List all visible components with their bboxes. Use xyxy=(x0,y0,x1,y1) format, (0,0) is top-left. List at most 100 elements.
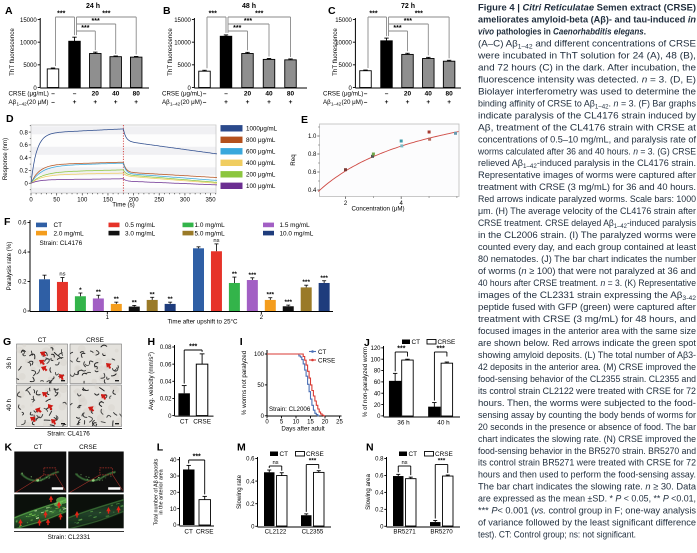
svg-text:food-sensing behavior in the B: food-sensing behavior in the BR5270 stra… xyxy=(478,446,696,456)
svg-text:Strain: CL2331: Strain: CL2331 xyxy=(48,534,91,541)
svg-text:worms calculated after 36 and: worms calculated after 36 and 40 hours. … xyxy=(477,146,696,156)
svg-text:CRSE: CRSE xyxy=(438,339,456,346)
svg-text:0.8: 0.8 xyxy=(308,152,317,158)
svg-text:***: *** xyxy=(438,458,446,465)
svg-text:***: *** xyxy=(193,454,201,461)
svg-text:80: 80 xyxy=(133,91,141,98)
svg-text:indicate paralysis of the CL41: indicate paralysis of the CL4176 strain … xyxy=(478,110,696,120)
svg-text:0: 0 xyxy=(377,414,381,420)
svg-text:concentrations of 0.5–10 mg/mL: concentrations of 0.5–10 mg/mL, and para… xyxy=(478,134,696,144)
svg-text:0: 0 xyxy=(23,309,27,315)
svg-text:CT: CT xyxy=(412,339,421,346)
svg-text:A: A xyxy=(5,5,13,17)
svg-text:5: 5 xyxy=(280,420,284,426)
svg-text:15000: 15000 xyxy=(335,18,352,24)
svg-text:E: E xyxy=(301,114,308,126)
svg-text:5000: 5000 xyxy=(23,63,37,69)
svg-text:hours. Then, the worms were su: hours. Then, the worms were subjected to… xyxy=(478,398,696,408)
svg-text:CT: CT xyxy=(54,222,63,229)
svg-text:1.5 mg/mL: 1.5 mg/mL xyxy=(280,222,311,229)
svg-text:***: *** xyxy=(369,11,377,18)
svg-text:200: 200 xyxy=(129,198,140,204)
svg-text:10: 10 xyxy=(170,507,177,513)
svg-text:150: 150 xyxy=(103,198,114,204)
svg-text:counted every day, and each gr: counted every day, and each group contai… xyxy=(478,242,696,252)
svg-text:Req: Req xyxy=(290,154,297,166)
svg-text:+: + xyxy=(385,99,389,106)
svg-text:0.4: 0.4 xyxy=(18,250,27,256)
svg-text:60: 60 xyxy=(374,380,381,386)
svg-text:0.06: 0.06 xyxy=(160,362,172,368)
svg-text:–: – xyxy=(203,91,207,98)
svg-text:N: N xyxy=(366,442,374,454)
svg-text:2: 2 xyxy=(344,201,348,207)
svg-text:0.08: 0.08 xyxy=(160,345,172,351)
svg-text:CT: CT xyxy=(280,451,289,458)
svg-text:20: 20 xyxy=(244,91,252,98)
svg-text:80: 80 xyxy=(374,369,381,375)
svg-text:1–42: 1–42 xyxy=(170,101,181,106)
svg-text:+: + xyxy=(267,99,271,106)
svg-text:CRSE: CRSE xyxy=(435,451,453,458)
svg-text:***: *** xyxy=(233,25,241,32)
svg-text:Days after adult: Days after adult xyxy=(281,426,325,433)
svg-text:5.0 mg/mL: 5.0 mg/mL xyxy=(195,230,226,237)
svg-text:***: *** xyxy=(309,458,317,465)
svg-text:***: *** xyxy=(437,346,445,353)
svg-text:CRSE: CRSE xyxy=(196,529,214,536)
svg-text:***: *** xyxy=(393,25,401,32)
svg-text:***: *** xyxy=(302,279,310,286)
svg-text:100: 100 xyxy=(370,357,381,363)
svg-text:5000: 5000 xyxy=(339,63,353,69)
svg-text:20: 20 xyxy=(170,491,177,497)
svg-text:3.0 mg/mL: 3.0 mg/mL xyxy=(125,230,156,237)
svg-text:+: + xyxy=(134,99,138,106)
svg-text:***: *** xyxy=(57,11,65,18)
svg-text:food-sensing behavior of the C: food-sensing behavior of the CL2355 stra… xyxy=(478,374,696,384)
svg-text:600 μg/mL: 600 μg/mL xyxy=(246,149,276,156)
svg-text:BR5270: BR5270 xyxy=(430,529,453,536)
svg-text:–: – xyxy=(224,91,228,98)
svg-text:test). CT: Control group; ns:: test). CT: Control group; ns: not signif… xyxy=(478,530,636,540)
svg-text:C: C xyxy=(328,5,336,17)
svg-text:and 72 hours (C) in the dark.: and 72 hours (C) in the dark. After incu… xyxy=(478,62,696,72)
svg-text:40 hours after CRSE treatment.: 40 hours after CRSE treatment. n = 3. (K… xyxy=(478,278,696,288)
svg-text:100 μg/mL: 100 μg/mL xyxy=(246,183,276,190)
svg-text:The bar chart indicates the sl: The bar chart indicates the slowing rate… xyxy=(478,482,697,492)
svg-text:20: 20 xyxy=(374,403,381,409)
svg-text:80: 80 xyxy=(287,91,295,98)
svg-text:25: 25 xyxy=(336,420,343,426)
svg-text:–: – xyxy=(73,91,77,98)
svg-text:***: *** xyxy=(209,11,217,18)
svg-text:0.8: 0.8 xyxy=(19,130,28,136)
svg-text:40 h: 40 h xyxy=(437,420,450,427)
svg-text:10.0 mg/mL: 10.0 mg/mL xyxy=(280,230,314,237)
svg-text:CL2355: CL2355 xyxy=(302,529,324,536)
svg-text:Concentration (μM): Concentration (μM) xyxy=(351,206,404,213)
svg-text:in the CL2006 strain. (I) The: in the CL2006 strain. (I) The paralyzed … xyxy=(478,230,696,240)
svg-text:Representative images of worms: Representative images of worms were capt… xyxy=(478,170,696,180)
svg-text:–: – xyxy=(385,91,389,98)
svg-text:***: *** xyxy=(404,18,412,25)
svg-text:Avg. velocity (mm/s2): Avg. velocity (mm/s2) xyxy=(147,352,156,410)
svg-text:–: – xyxy=(203,99,207,106)
svg-text:Time after upshift to 25°C: Time after upshift to 25°C xyxy=(168,319,239,326)
svg-text:CRSE (μg/mL): CRSE (μg/mL) xyxy=(323,91,363,98)
svg-text:+: + xyxy=(114,99,118,106)
svg-text:2.0 mg/mL: 2.0 mg/mL xyxy=(54,230,85,237)
svg-text:***: *** xyxy=(415,11,423,18)
svg-text:10000: 10000 xyxy=(335,40,352,46)
svg-text:G: G xyxy=(3,336,11,348)
svg-text:+: + xyxy=(224,99,228,106)
svg-text:CT: CT xyxy=(38,337,47,344)
svg-text:0.5 mg/mL: 0.5 mg/mL xyxy=(125,222,156,229)
svg-text:Strain: CL4176: Strain: CL4176 xyxy=(40,240,83,247)
svg-text:1–42: 1–42 xyxy=(17,101,28,106)
svg-text:Strain: CL2006: Strain: CL2006 xyxy=(269,406,311,413)
svg-text:10000: 10000 xyxy=(20,40,37,46)
svg-text:**: ** xyxy=(96,289,102,296)
svg-text:Aβ: Aβ xyxy=(9,99,17,106)
svg-text:Paralysis rate (%): Paralysis rate (%) xyxy=(6,242,13,291)
svg-text:treatment with CRSE (3 mg/mL): treatment with CRSE (3 mg/mL) for 36 and… xyxy=(478,182,696,192)
svg-text:CL2122: CL2122 xyxy=(265,529,287,536)
